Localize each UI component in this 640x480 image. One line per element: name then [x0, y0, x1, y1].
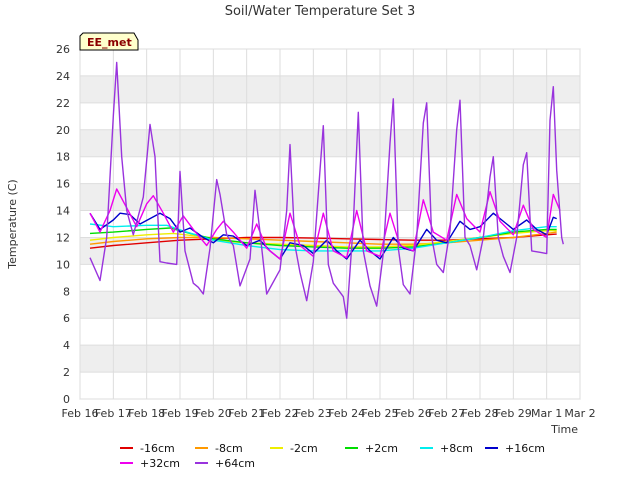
station-badge: EE_met — [79, 32, 139, 51]
series-line-32cm — [89, 188, 561, 260]
y-tick-label: 14 — [56, 205, 70, 218]
x-axis-title: Time — [550, 423, 578, 436]
x-tick-label: Feb 27 — [428, 407, 465, 420]
x-tick-label: Feb 24 — [328, 407, 365, 420]
y-tick-label: 22 — [56, 97, 70, 110]
series-line-8cm — [89, 231, 557, 245]
legend-label: -16cm — [140, 442, 175, 455]
y-axis-title: Temperature (C) — [6, 179, 19, 269]
legend-label: -2cm — [290, 442, 318, 455]
x-tick-label: Feb 17 — [95, 407, 132, 420]
y-tick-label: 18 — [56, 151, 70, 164]
y-tick-label: 24 — [56, 70, 70, 83]
x-tick-label: Feb 25 — [362, 407, 399, 420]
x-tick-label: Feb 19 — [162, 407, 199, 420]
y-tick-label: 20 — [56, 124, 70, 137]
y-tick-label: 6 — [63, 312, 70, 325]
legend-label: -8cm — [215, 442, 243, 455]
x-tick-label: Feb 16 — [62, 407, 99, 420]
grid-band — [80, 345, 580, 373]
series-line-16cm — [89, 212, 557, 260]
legend-label: +16cm — [505, 442, 545, 455]
x-tick-label: Feb 18 — [128, 407, 165, 420]
legend-item: -16cm — [120, 442, 175, 455]
x-tick-label: Feb 26 — [395, 407, 432, 420]
x-tick-label: Feb 20 — [195, 407, 232, 420]
legend-label: +8cm — [440, 442, 473, 455]
series-layer — [89, 61, 564, 319]
grid-band — [80, 183, 580, 211]
legend-item: -8cm — [195, 442, 243, 455]
grid-band — [80, 75, 580, 103]
y-tick-label: 0 — [63, 393, 70, 406]
x-tick-label: Mar 1 — [531, 407, 562, 420]
legend-item: +32cm — [120, 457, 180, 470]
y-tick-label: 4 — [63, 339, 70, 352]
legend-label: +2cm — [365, 442, 398, 455]
legend-item: +64cm — [195, 457, 255, 470]
x-tick-label: Feb 23 — [295, 407, 332, 420]
y-tick-label: 10 — [56, 258, 70, 271]
x-tick-label: Feb 28 — [462, 407, 499, 420]
grid-band — [80, 129, 580, 157]
grid-band — [80, 291, 580, 319]
x-tick-label: Feb 22 — [262, 407, 299, 420]
y-tick-label: 26 — [56, 43, 70, 56]
series-line-8cm — [89, 223, 557, 252]
series-line-64cm — [89, 61, 564, 319]
legend: -16cm -8cm -2cm +2cm +8cm +16cm +32cm +64cm — [120, 442, 545, 470]
x-tick-label: Feb 29 — [495, 407, 532, 420]
x-tick-label: Feb 21 — [228, 407, 265, 420]
y-tick-label: 16 — [56, 178, 70, 191]
plot-background-bands — [80, 75, 580, 373]
legend-label: +64cm — [215, 457, 255, 470]
y-tick-label: 2 — [63, 366, 70, 379]
legend-item: -2cm — [270, 442, 318, 455]
legend-label: +32cm — [140, 457, 180, 470]
station-badge-shape — [79, 32, 139, 51]
legend-item: +16cm — [485, 442, 545, 455]
chart-title: Soil/Water Temperature Set 3 — [225, 4, 416, 19]
x-tick-label: Mar 2 — [564, 407, 595, 420]
y-tick-label: 12 — [56, 231, 70, 244]
station-badge-label: EE_met — [87, 36, 132, 49]
y-tick-label: 8 — [63, 285, 70, 298]
legend-item: +2cm — [345, 442, 398, 455]
legend-item: +8cm — [420, 442, 473, 455]
